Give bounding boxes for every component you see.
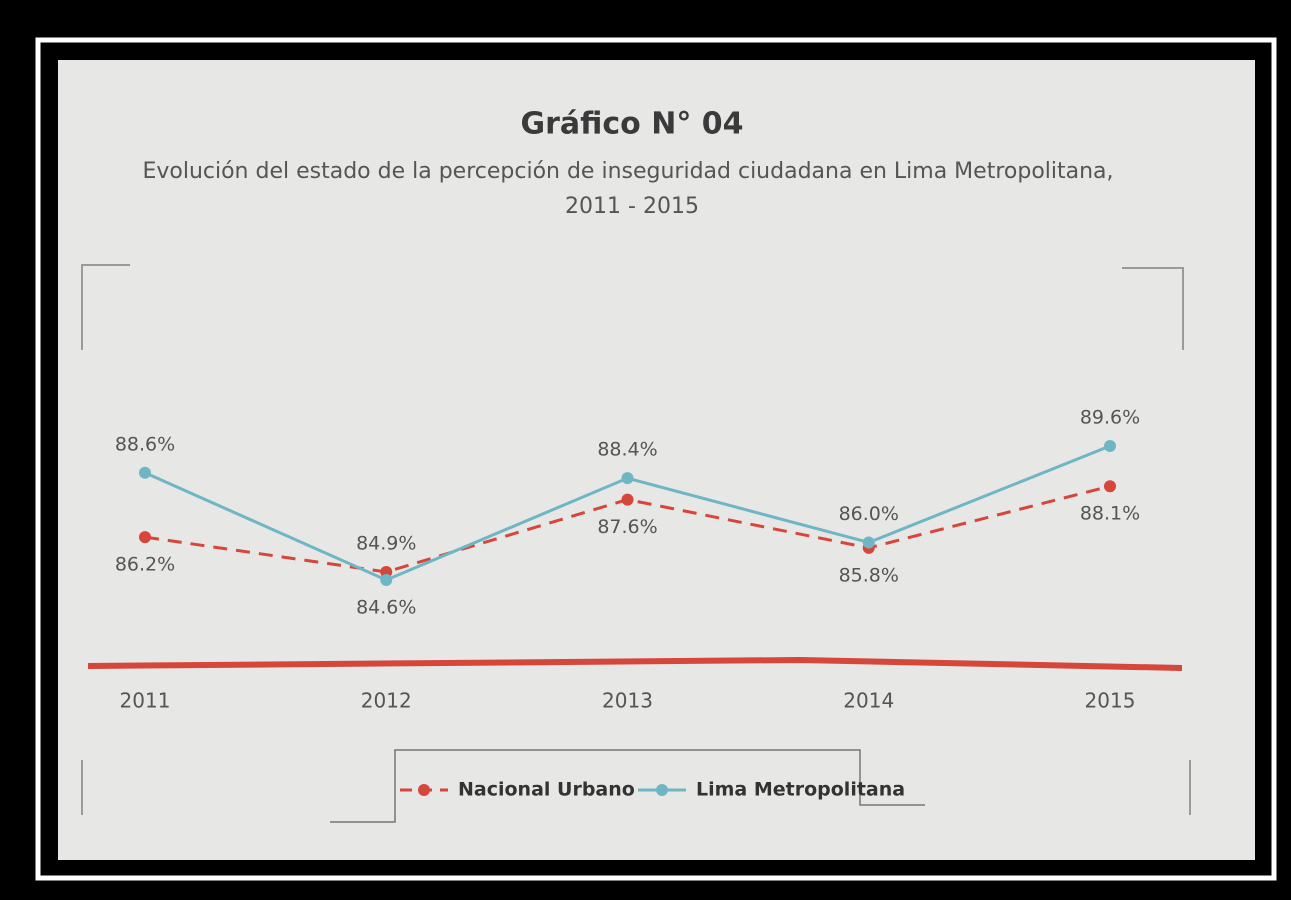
- corner-brackets: [81, 264, 1191, 815]
- x-tick-label: 2012: [361, 689, 412, 713]
- legend-box: [330, 749, 925, 823]
- data-label: 86.0%: [839, 503, 899, 525]
- data-label: 84.9%: [356, 532, 416, 554]
- data-label: 88.4%: [597, 439, 657, 461]
- data-point: [139, 531, 151, 544]
- x-tick-label: 2015: [1085, 689, 1136, 713]
- data-point: [380, 574, 393, 586]
- frame-border: [35, 37, 1277, 881]
- data-label: 89.6%: [1080, 407, 1140, 429]
- chart-background: [58, 60, 1255, 860]
- legend-marker: [418, 784, 430, 796]
- data-label: 87.6%: [597, 516, 657, 538]
- x-tick-label: 2013: [602, 689, 653, 713]
- data-point: [1104, 440, 1116, 452]
- legend-marker: [656, 784, 668, 796]
- data-label: 88.6%: [115, 433, 175, 455]
- data-point: [139, 466, 151, 479]
- legend-label: Lima Metropolitana: [696, 779, 905, 801]
- data-point: [621, 472, 634, 485]
- legend-label: Nacional Urbano: [458, 779, 635, 801]
- data-label: 85.8%: [839, 564, 899, 586]
- data-label: 84.6%: [356, 597, 416, 619]
- chart-subtitle: Evolución del estado de la percepción de…: [142, 159, 1113, 184]
- chart-title: Gráfico N° 04: [520, 107, 743, 142]
- data-label: 88.1%: [1080, 503, 1140, 525]
- axis-line: [87, 656, 1183, 671]
- data-point: [862, 536, 875, 549]
- data-point: [1104, 480, 1116, 493]
- chart-subtitle: 2011 - 2015: [565, 194, 699, 219]
- x-tick-label: 2014: [843, 689, 894, 713]
- data-point: [621, 493, 634, 506]
- x-tick-label: 2011: [120, 689, 171, 713]
- data-label: 86.2%: [115, 554, 175, 576]
